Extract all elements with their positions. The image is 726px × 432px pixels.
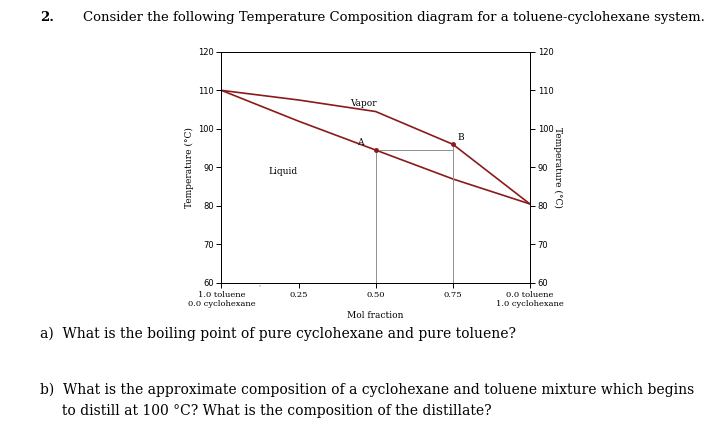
Text: to distill at 100 °C? What is the composition of the distillate?: to distill at 100 °C? What is the compos… xyxy=(40,404,492,418)
Y-axis label: Temperature (°C): Temperature (°C) xyxy=(552,127,562,208)
Text: a)  What is the boiling point of pure cyclohexane and pure toluene?: a) What is the boiling point of pure cyc… xyxy=(40,326,516,340)
Text: 2.: 2. xyxy=(40,11,54,24)
X-axis label: Mol fraction: Mol fraction xyxy=(348,311,404,320)
Y-axis label: Temperature (°C): Temperature (°C) xyxy=(184,127,194,208)
Text: A: A xyxy=(357,138,364,147)
Text: b)  What is the approximate composition of a cyclohexane and toluene mixture whi: b) What is the approximate composition o… xyxy=(40,382,694,397)
Text: Vapor: Vapor xyxy=(350,99,377,108)
Text: Liquid: Liquid xyxy=(269,167,298,176)
Text: Consider the following Temperature Composition diagram for a toluene-cyclohexane: Consider the following Temperature Compo… xyxy=(83,11,706,24)
Text: B: B xyxy=(457,133,464,143)
